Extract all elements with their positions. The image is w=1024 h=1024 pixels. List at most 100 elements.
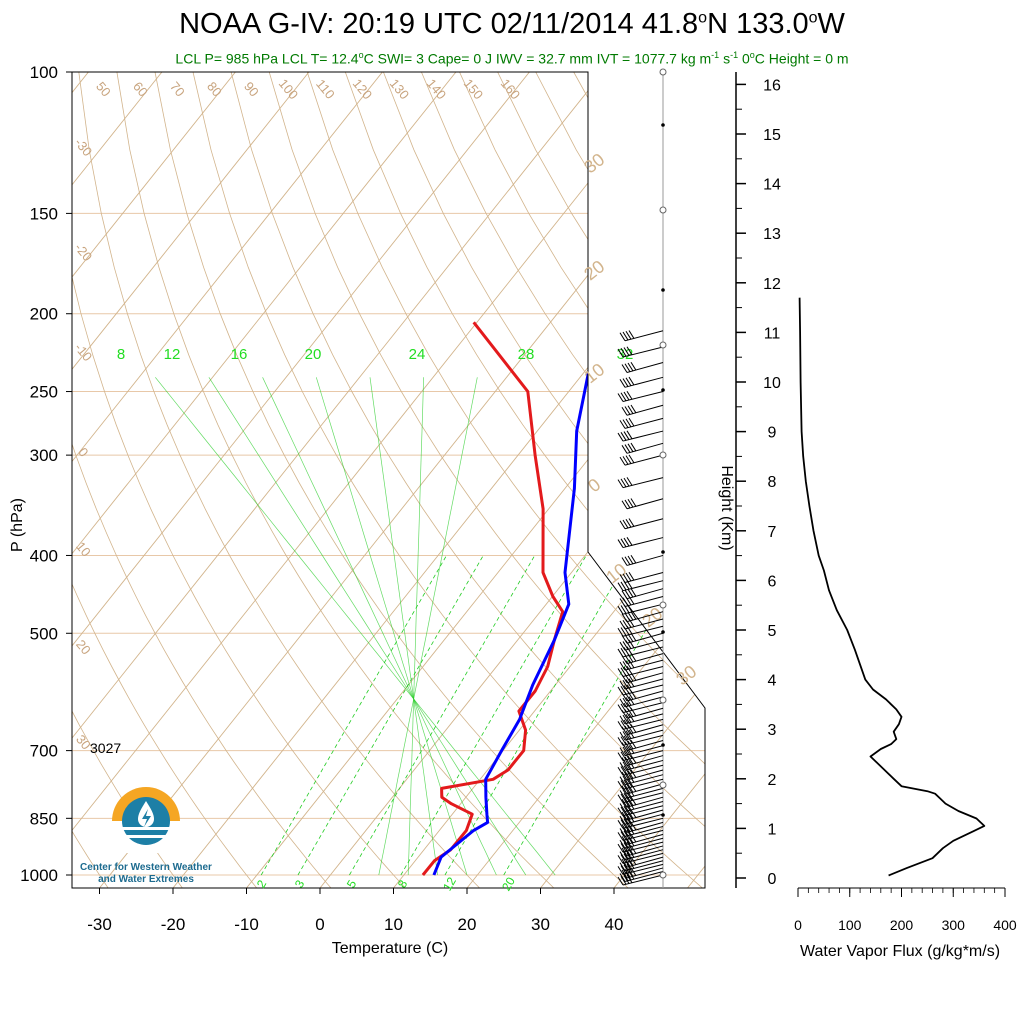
wind-barb-flag [617,605,624,615]
wind-barb-flag [622,802,629,812]
title-part: NOAA G-IV: 20:19 UTC 02/11/2014 41.8 [179,8,699,40]
logo-emblem [112,787,180,853]
dry-adiabat-line [459,72,705,888]
adiabat-top-label: 110 [313,76,338,102]
height-tick-label: 13 [763,226,781,243]
wind-dot [661,388,665,392]
wind-barb-flag [617,648,624,658]
wind-barb [621,611,664,623]
adiabat-top-label: 80 [204,79,225,100]
wind-barb-flag [625,814,632,823]
wind-barb-flag [617,832,624,841]
wind-barb-flag [619,803,626,812]
wind-barb-flag [620,819,627,828]
y-tick-label: 400 [30,546,58,565]
wind-barb-flag [626,665,633,675]
wind-barb-flag [622,761,629,770]
wind-barb-flag [626,702,633,711]
wind-barb [619,571,664,583]
wind-barb-flag [619,379,626,388]
height-tick-label: 3 [768,722,777,739]
wind-barb-shaft [624,774,664,786]
wind-barb-shaft [624,596,664,608]
flux-tick-label: 0 [794,917,802,933]
calm-wind-circle [659,871,667,879]
x-tick-label: 10 [384,915,403,934]
subtitle-superscript: -1 [730,50,739,60]
wind-barb-flag [628,678,635,687]
wind-barb-flag [623,806,630,815]
chart-title: NOAA G-IV: 20:19 UTC 02/11/2014 41.8oN 1… [0,8,1024,41]
wind-barb-flag [619,520,626,529]
height-axis-label: Height (Km) [718,465,735,550]
wind-barb [619,659,664,671]
wind-barb-flag [625,330,632,340]
wind-barb-flag [624,725,631,735]
height-tick-label: 6 [768,573,777,590]
wind-barb-flag [619,661,626,671]
title-part: W [817,8,845,40]
calm-wind-circle [659,68,667,76]
wind-barb-flag [622,378,629,387]
wind-barb-flag [619,420,626,429]
wind-barb-flag [628,454,635,464]
wind-barb-shaft [624,759,664,771]
wind-barb-flag [620,780,627,789]
wind-barb [621,554,664,566]
wind-barb [617,665,664,677]
wind-barb [621,769,664,781]
wind-barb-flag [622,641,629,650]
moist-adiabat-line [378,377,478,876]
wind-barb-flag [622,746,629,756]
wind-barb-flag [619,762,626,771]
wind-barb-flag [622,731,629,740]
wind-barb-shaft [624,518,664,530]
wind-barb-flag [617,668,624,677]
wind-barb-flag [622,679,629,689]
wind-barb-flag [617,737,624,746]
wind-barb-flag [626,852,633,862]
wind-barb-flag [617,807,624,817]
dry-adiabat-line [72,72,112,888]
wind-barb-flag [621,613,628,622]
wind-barb-flag [617,686,624,696]
wind-barb-shaft [622,646,664,658]
subtitle-superscript: -1 [711,50,720,60]
wind-barb [619,800,664,812]
wind-barb [617,829,664,841]
wind-barb-shaft [624,825,664,837]
wind-barb-flag [630,442,637,452]
wind-barb [617,718,664,730]
wind-barb-flag [620,538,627,548]
station-label: 3027 [90,740,122,756]
wind-barb-flag [630,739,637,749]
wind-barb-flag [620,875,627,885]
wind-barb-flag [619,731,626,741]
wind-barb-flag [617,855,624,864]
wind-barb [617,430,664,442]
wind-barb-flag [630,611,637,620]
wind-barb-flag [619,698,626,708]
height-tick-label: 16 [763,77,781,94]
dry-adiabat-line [573,72,705,888]
wind-barb-flag [620,766,627,775]
wind-barb-flag [623,818,630,828]
wind-barb-flag [621,635,628,644]
wind-barb-shaft [624,837,664,849]
wind-barb-flag [624,741,631,751]
moist-adiabat-line [407,377,424,876]
wind-barb-flag [627,362,634,372]
adiabat-top-label: 70 [167,79,188,100]
wind-barb-flag [617,348,624,358]
wind-barb-shaft [622,874,664,886]
dry-adiabat-line [72,72,186,888]
wind-barb-flag [620,865,627,874]
wind-barb-flag [619,620,626,630]
wind-barb-flag [623,875,630,884]
wind-barb-flag [620,347,627,357]
wind-barb [619,518,664,530]
dry-adiabat-line [72,72,261,888]
wind-barb-shaft [622,734,664,746]
dry-adiabat-line [72,72,410,888]
isotherm-line [72,72,383,888]
